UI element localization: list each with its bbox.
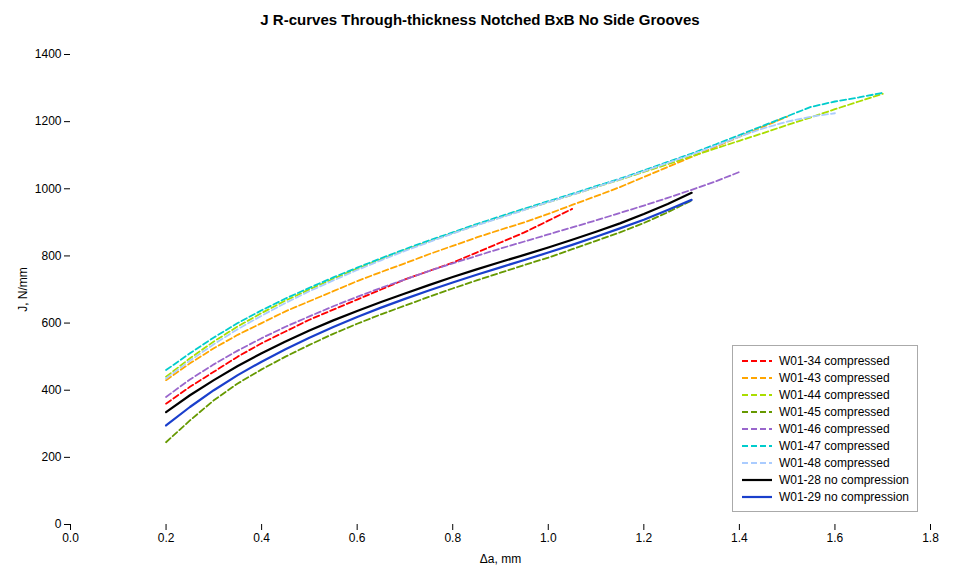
svg-text:600: 600 xyxy=(41,316,61,330)
svg-text:400: 400 xyxy=(41,383,61,397)
svg-text:1200: 1200 xyxy=(35,114,62,128)
svg-text:0.0: 0.0 xyxy=(62,531,79,545)
svg-text:1000: 1000 xyxy=(35,182,62,196)
html-text:W01-44 compressed: W01-44 compressed xyxy=(778,387,890,402)
html-text:W01-28 no compression: W01-28 no compression xyxy=(778,472,909,487)
svg-text:Δa, mm: Δa, mm xyxy=(480,552,521,566)
svg-text:1400: 1400 xyxy=(35,47,62,61)
svg-text:0.4: 0.4 xyxy=(253,531,270,545)
svg-text:0: 0 xyxy=(55,517,62,531)
svg-text:200: 200 xyxy=(41,450,61,464)
html-text:W01-43 compressed: W01-43 compressed xyxy=(778,370,890,385)
html-text:W01-34 compressed: W01-34 compressed xyxy=(778,353,890,368)
svg-text:1.8: 1.8 xyxy=(922,531,939,545)
svg-text:1.2: 1.2 xyxy=(635,531,652,545)
html-text:W01-45 compressed: W01-45 compressed xyxy=(778,404,890,419)
svg-text:0.8: 0.8 xyxy=(444,531,461,545)
svg-text:1.6: 1.6 xyxy=(827,531,844,545)
html-text:J R-curves Through-thickness N: J R-curves Through-thickness Notched BxB… xyxy=(260,11,700,28)
svg-text:0.6: 0.6 xyxy=(349,531,366,545)
svg-text:800: 800 xyxy=(41,249,61,263)
svg-text:1.0: 1.0 xyxy=(540,531,557,545)
svg-text:J, N/mm: J, N/mm xyxy=(16,267,30,312)
svg-text:0.2: 0.2 xyxy=(158,531,175,545)
html-text:W01-47 compressed: W01-47 compressed xyxy=(778,438,890,453)
svg-text:1.4: 1.4 xyxy=(731,531,748,545)
html-text:W01-48 compressed: W01-48 compressed xyxy=(778,455,890,470)
html-text:W01-46 compressed: W01-46 compressed xyxy=(778,421,890,436)
html-text:W01-29 no compression: W01-29 no compression xyxy=(778,489,909,504)
